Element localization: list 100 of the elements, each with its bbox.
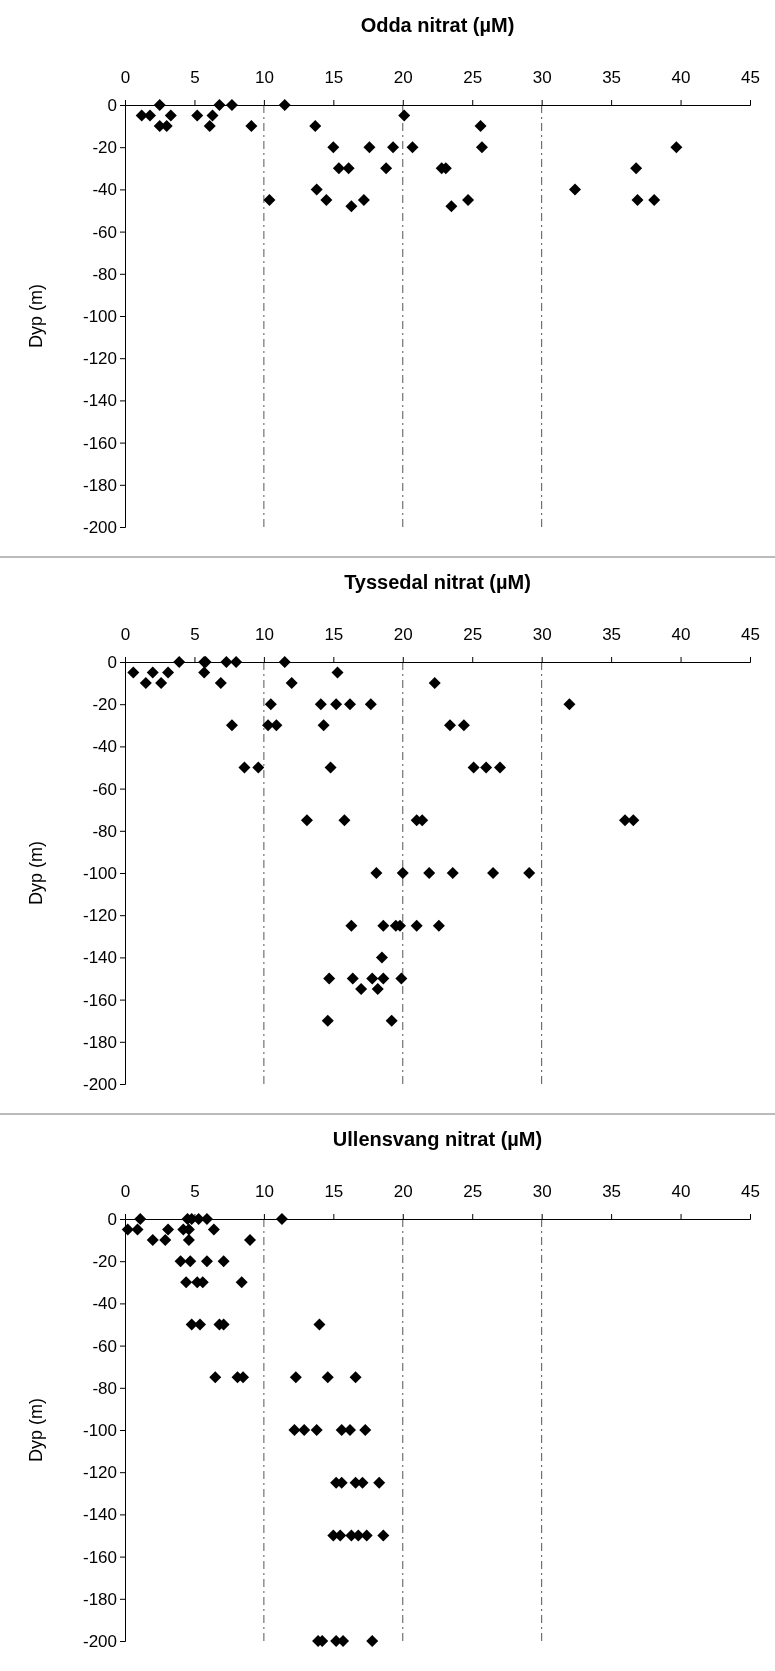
point bbox=[207, 1223, 220, 1236]
point bbox=[474, 120, 487, 133]
x-tick-label: 0 bbox=[120, 625, 131, 644]
chart-title: Odda nitrat (µM) bbox=[360, 14, 515, 36]
y-tick-label: -60 bbox=[92, 1336, 117, 1356]
y-tick-label: -120 bbox=[82, 1463, 117, 1483]
point bbox=[342, 162, 355, 175]
point bbox=[263, 193, 276, 206]
y-tick-label: 0 bbox=[107, 95, 117, 115]
point bbox=[363, 141, 376, 154]
point bbox=[349, 1371, 362, 1384]
point bbox=[327, 141, 340, 154]
point bbox=[569, 183, 581, 196]
y-tick-label: -80 bbox=[92, 821, 117, 841]
x-tick-label: 15 bbox=[324, 1182, 344, 1201]
point bbox=[298, 1424, 311, 1436]
point bbox=[244, 1234, 256, 1247]
y-tick-label: -200 bbox=[82, 1074, 117, 1094]
y-tick-label: -160 bbox=[82, 433, 117, 453]
y-tick-label: -20 bbox=[92, 695, 117, 715]
point bbox=[180, 1276, 193, 1289]
point bbox=[462, 193, 475, 206]
point bbox=[217, 1255, 230, 1268]
chart-title: Tyssedal nitrat (µM) bbox=[344, 571, 531, 593]
x-tick-label: 10 bbox=[254, 68, 274, 87]
point bbox=[406, 141, 419, 154]
point bbox=[288, 1424, 301, 1436]
point bbox=[366, 1635, 379, 1647]
point bbox=[380, 162, 393, 175]
x-tick-label: 45 bbox=[741, 1182, 760, 1201]
point bbox=[144, 109, 156, 122]
point bbox=[191, 109, 204, 122]
x-tick-label: 35 bbox=[602, 625, 622, 644]
y-tick-label: -60 bbox=[92, 222, 117, 242]
point bbox=[387, 141, 400, 154]
y-tick-label: 0 bbox=[107, 652, 117, 672]
point bbox=[174, 1255, 187, 1268]
y-tick-label: -180 bbox=[82, 1589, 117, 1609]
y-tick-label: -40 bbox=[92, 180, 117, 200]
point bbox=[630, 162, 643, 175]
y-tick-label: -180 bbox=[82, 1032, 117, 1052]
point bbox=[209, 1371, 222, 1384]
x-tick-label: 30 bbox=[532, 1182, 552, 1201]
point bbox=[275, 1213, 288, 1225]
point bbox=[373, 1476, 386, 1489]
x-tick-label: 40 bbox=[671, 1182, 691, 1201]
point bbox=[213, 99, 226, 111]
y-tick-label: -100 bbox=[82, 863, 117, 883]
point bbox=[182, 1234, 195, 1247]
y-tick-label: -140 bbox=[82, 391, 117, 411]
point bbox=[289, 1371, 302, 1384]
point bbox=[631, 193, 644, 206]
x-tick-label: 40 bbox=[671, 625, 691, 644]
y-tick-label: -100 bbox=[82, 306, 117, 326]
y-tick-label: -80 bbox=[92, 264, 117, 284]
chart-title: Ullensvang nitrat (µM) bbox=[332, 1128, 543, 1150]
x-tick-label: 25 bbox=[463, 68, 483, 87]
y-tick-label: -80 bbox=[92, 1378, 117, 1398]
y-axis-title: Dyp (m) bbox=[26, 841, 46, 905]
y-tick-label: -200 bbox=[82, 1631, 117, 1651]
y-tick-label: -40 bbox=[92, 737, 117, 757]
x-tick-label: 0 bbox=[120, 1182, 131, 1201]
x-tick-label: 10 bbox=[254, 1182, 274, 1201]
point bbox=[357, 193, 370, 206]
point bbox=[313, 1318, 326, 1331]
point bbox=[131, 1223, 144, 1236]
point bbox=[359, 1424, 372, 1436]
point bbox=[159, 1234, 172, 1247]
y-tick-label: -200 bbox=[82, 517, 117, 537]
point bbox=[648, 193, 661, 206]
x-tick-label: 45 bbox=[741, 625, 760, 644]
y-axis-title: Dyp (m) bbox=[26, 1398, 46, 1462]
point bbox=[377, 1529, 390, 1542]
point bbox=[184, 1255, 197, 1268]
x-tick-label: 5 bbox=[190, 68, 200, 87]
point bbox=[162, 1223, 175, 1236]
point bbox=[203, 120, 216, 133]
point bbox=[225, 99, 238, 111]
point bbox=[475, 141, 488, 154]
point bbox=[345, 200, 358, 213]
x-tick-label: 40 bbox=[671, 68, 691, 87]
y-tick-label: -20 bbox=[92, 1252, 117, 1272]
point bbox=[164, 109, 177, 122]
x-tick-label: 0 bbox=[120, 68, 131, 87]
x-tick-label: 35 bbox=[602, 68, 622, 87]
point bbox=[200, 1255, 213, 1268]
x-tick-label: 35 bbox=[602, 1182, 622, 1201]
y-axis-title: Dyp (m) bbox=[26, 284, 46, 348]
point bbox=[332, 162, 345, 175]
point bbox=[194, 1318, 206, 1331]
point bbox=[134, 1213, 147, 1225]
y-tick-label: -140 bbox=[82, 1505, 117, 1525]
y-tick-label: -40 bbox=[92, 1294, 117, 1314]
point bbox=[398, 109, 411, 122]
x-tick-label: 15 bbox=[324, 68, 344, 87]
y-tick-label: -140 bbox=[82, 948, 117, 968]
point bbox=[321, 1371, 334, 1384]
x-tick-label: 15 bbox=[324, 625, 344, 644]
y-tick-label: -120 bbox=[82, 349, 117, 369]
point bbox=[146, 1234, 159, 1247]
